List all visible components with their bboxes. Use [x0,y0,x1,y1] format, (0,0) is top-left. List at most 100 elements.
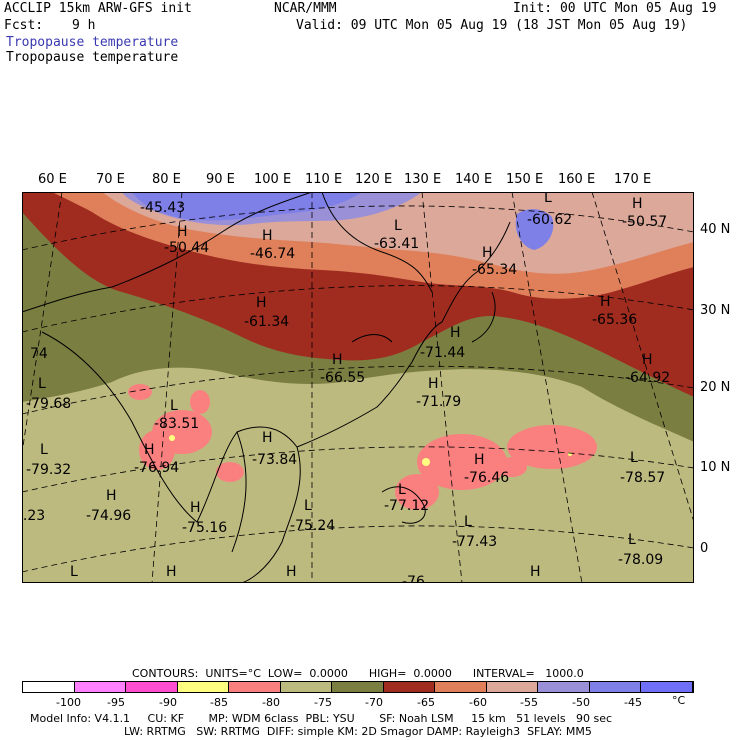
colorbar-tick: -60 [469,696,487,709]
extremum-label: H [286,564,297,580]
extremum-label: L [628,532,636,548]
extremum-label: -65.36 [592,312,637,328]
colorbar-tick: -65 [417,696,435,709]
lon-label: 60 E [38,172,67,187]
extremum-label: -66.55 [320,370,365,386]
extremum-label: L [544,192,552,206]
lon-label: 110 E [305,172,343,187]
extremum-label: -65.34 [472,262,517,278]
colorbar-unit: °C [672,694,686,707]
map-frame [22,192,694,583]
extremum-label: 2.23 [22,508,45,524]
extremum-label: 74 [30,346,48,362]
extremum-label: L [304,498,312,514]
colorbar-segment [641,682,693,692]
extremum-label: H [474,452,485,468]
extremum-label: -75.24 [290,518,335,534]
extremum-label: L [398,482,406,498]
extremum-label: L [70,564,78,580]
lat-label: 0 [700,541,709,556]
extremum-label: H [106,488,117,504]
extremum-label: -73.84 [252,452,297,468]
extremum-label: L [464,514,472,530]
extremum-label: L [40,442,48,458]
lat-lon-grid [22,192,694,583]
colorbar-tick: -80 [262,696,280,709]
lat-label: 30 N [700,303,731,318]
colorbar-segment [538,682,590,692]
colorbar-tick: -50 [572,696,590,709]
extremum-label: L [394,218,402,234]
extremum-label: L [38,376,46,392]
extremum-label: -83.51 [154,416,199,432]
extremum-label: -50.44 [164,240,209,256]
colorbar-segment [229,682,281,692]
colorbar-tick: -75 [314,696,332,709]
extremum-label: -77.12 [384,498,429,514]
org-label: NCAR/MMM [274,1,337,16]
extremum-label: -79.68 [26,396,71,412]
valid-time: Valid: 09 UTC Mon 05 Aug 19 (18 JST Mon … [296,18,688,33]
lon-label: 130 E [404,172,442,187]
lon-label: 100 E [254,172,292,187]
colorbar-segment [383,682,436,692]
fcst-value: 9 h [72,18,96,33]
extremum-label: H [450,325,461,341]
extremum-label: -60.62 [527,212,572,228]
extremum-label: -79.32 [26,462,71,478]
extremum-label: -78.57 [620,470,665,486]
tropopause-temperature-map[interactable]: -45.43 H -50.44 H -46.74 L -63.41 L -60.… [22,192,694,583]
extremum-label: H [166,564,177,580]
model-title: ACCLIP 15km ARW-GFS init [4,1,192,16]
fcst-label: Fcst: [4,18,44,33]
colorbar-segment [74,682,127,692]
extremum-label: H [256,295,267,311]
band-minus50-minus45 [132,192,362,221]
extremum-label: H [600,294,611,310]
colorbar-tick: -70 [365,696,383,709]
colorbar [22,681,694,693]
extremum-label: H [262,228,273,244]
colorbar-segment [23,682,75,692]
model-info-line1: Model Info: V4.1.1 CU: KF MP: WDM 6class… [30,712,613,725]
lon-label: 120 E [355,172,393,187]
extremum-label: H [262,430,273,446]
init-time: Init: 00 UTC Mon 05 Aug 19 [513,1,717,16]
extremum-label: -71.44 [420,345,465,361]
colorbar-segment [280,682,333,692]
extremum-label: H [632,196,643,212]
extremum-label: H [332,352,343,368]
colorbar-segment [126,682,178,692]
extremum-label: H [428,376,439,392]
extremum-label: -46.74 [250,246,295,262]
extremum-label: -77.43 [452,534,497,550]
extremum-label: H [177,224,188,240]
extremum-label: H [482,245,493,261]
lon-label: 90 E [206,172,235,187]
lon-label: 140 E [455,172,493,187]
model-info-line2: LW: RRTMG SW: RRTMG DIFF: simple KM: 2D … [124,725,592,738]
lon-label: 150 E [506,172,544,187]
field-subtitle: Tropopause temperature [6,50,179,65]
extremum-label: -64.92 [625,370,670,386]
extremum-label: L [170,398,178,414]
field-title: Tropopause temperature [6,35,179,50]
colorbar-segment [177,682,230,692]
lat-label: 10 N [700,460,731,475]
extremum-label: -76.94 [134,460,179,476]
extremum-label: -61.34 [244,314,289,330]
extremum-label: L [630,450,638,466]
colorbar-tick: -100 [56,696,81,709]
colorbar-segment [589,682,642,692]
extremum-label: -78.09 [618,552,663,568]
extremum-label: H [144,442,155,458]
lon-label: 70 E [96,172,125,187]
extremum-label: -45.43 [140,200,185,216]
colorbar-tick: -45 [624,696,642,709]
colorbar-segment [486,682,539,692]
extremum-label: -75.16 [182,520,227,536]
extremum-label: -50.57 [622,214,667,230]
lat-label: 40 N [700,222,731,237]
colorbar-tick: -55 [520,696,538,709]
extremum-label: -63.41 [374,236,419,252]
